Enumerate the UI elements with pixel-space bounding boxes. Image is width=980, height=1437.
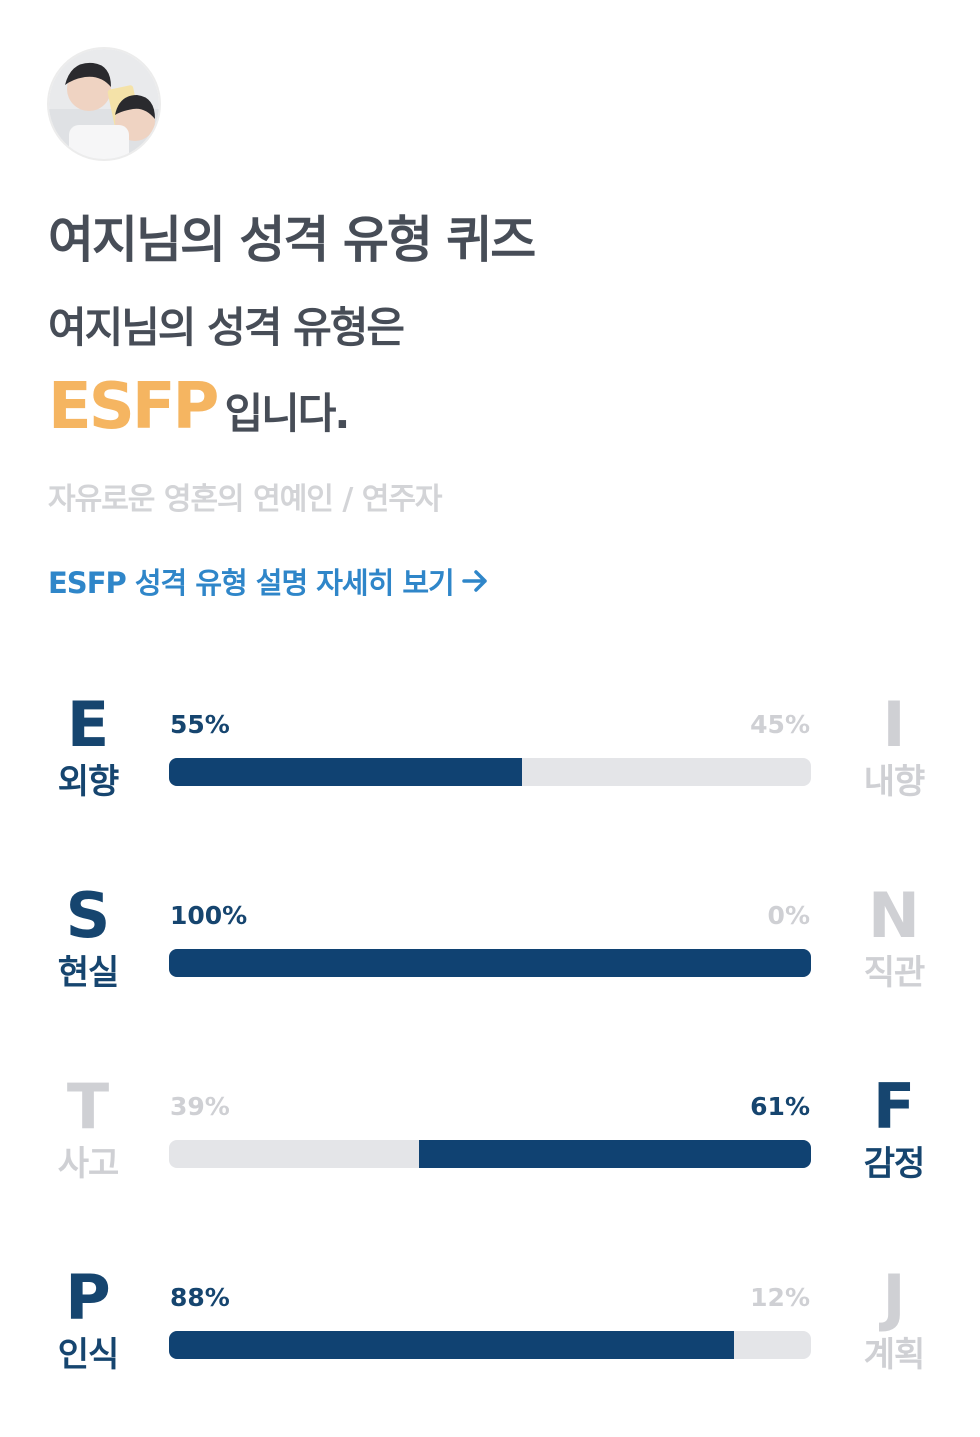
axis-row-pj: P 인식 88% 12% J 계획 [0, 1267, 980, 1407]
right-percent: 12% [750, 1283, 810, 1312]
right-percent: 61% [750, 1092, 810, 1121]
left-percent: 55% [170, 710, 230, 739]
axis-right-side: J 계획 [849, 1261, 939, 1376]
personality-type-code: ESFP [48, 370, 219, 444]
left-percent: 88% [170, 1283, 230, 1312]
type-detail-link-label: ESFP 성격 유형 설명 자세히 보기 [48, 566, 455, 600]
right-label: 직관 [863, 953, 926, 993]
axis-left-side: S 현실 [43, 879, 133, 994]
arrow-right-icon [461, 570, 487, 592]
left-letter: E [66, 688, 110, 761]
result-suffix: 입니다. [224, 389, 350, 438]
right-letter: F [872, 1070, 916, 1143]
progress-fill [169, 949, 811, 977]
axis-right-side: F 감정 [849, 1070, 939, 1185]
axis-row-tf: T 사고 39% 61% F 감정 [0, 1076, 980, 1216]
axis-row-sn: S 현실 100% 0% N 직관 [0, 885, 980, 1025]
axis-right-side: I 내향 [849, 688, 939, 803]
left-label: 현실 [57, 953, 120, 993]
right-letter: I [882, 688, 906, 761]
left-percent: 100% [170, 901, 248, 930]
progress-fill [169, 758, 523, 786]
progress-fill [169, 1331, 734, 1359]
right-label: 감정 [863, 1144, 926, 1184]
profile-avatar [47, 47, 161, 161]
type-detail-link[interactable]: ESFP 성격 유형 설명 자세히 보기 [48, 560, 490, 602]
left-percent: 39% [170, 1092, 230, 1121]
type-nickname: 자유로운 영혼의 연예인 / 연주자 [48, 482, 443, 517]
axis-left-side: P 인식 [43, 1261, 133, 1376]
profile-photo-icon [49, 49, 159, 159]
right-label: 내향 [863, 762, 926, 802]
axis-left-side: T 사고 [43, 1070, 133, 1185]
progress-track [169, 758, 811, 786]
right-label: 계획 [863, 1335, 926, 1375]
left-letter: T [66, 1070, 110, 1143]
progress-track [169, 1140, 811, 1168]
left-letter: S [65, 879, 111, 952]
result-subtitle: 여지님의 성격 유형은 [48, 303, 405, 352]
axis-right-side: N 직관 [849, 879, 939, 994]
left-label: 외향 [57, 762, 120, 802]
progress-fill [419, 1140, 811, 1168]
progress-track [169, 949, 811, 977]
right-percent: 45% [750, 710, 810, 739]
left-label: 사고 [57, 1144, 120, 1184]
left-letter: P [65, 1261, 111, 1334]
left-label: 인식 [57, 1335, 120, 1375]
page-title: 여지님의 성격 유형 퀴즈 [48, 211, 536, 269]
result-line: ESFP 입니다. [48, 370, 350, 444]
right-letter: J [882, 1261, 906, 1334]
progress-track [169, 1331, 811, 1359]
axis-left-side: E 외향 [43, 688, 133, 803]
right-letter: N [868, 879, 920, 952]
axis-row-ei: E 외향 55% 45% I 내향 [0, 694, 980, 834]
right-percent: 0% [767, 901, 810, 930]
